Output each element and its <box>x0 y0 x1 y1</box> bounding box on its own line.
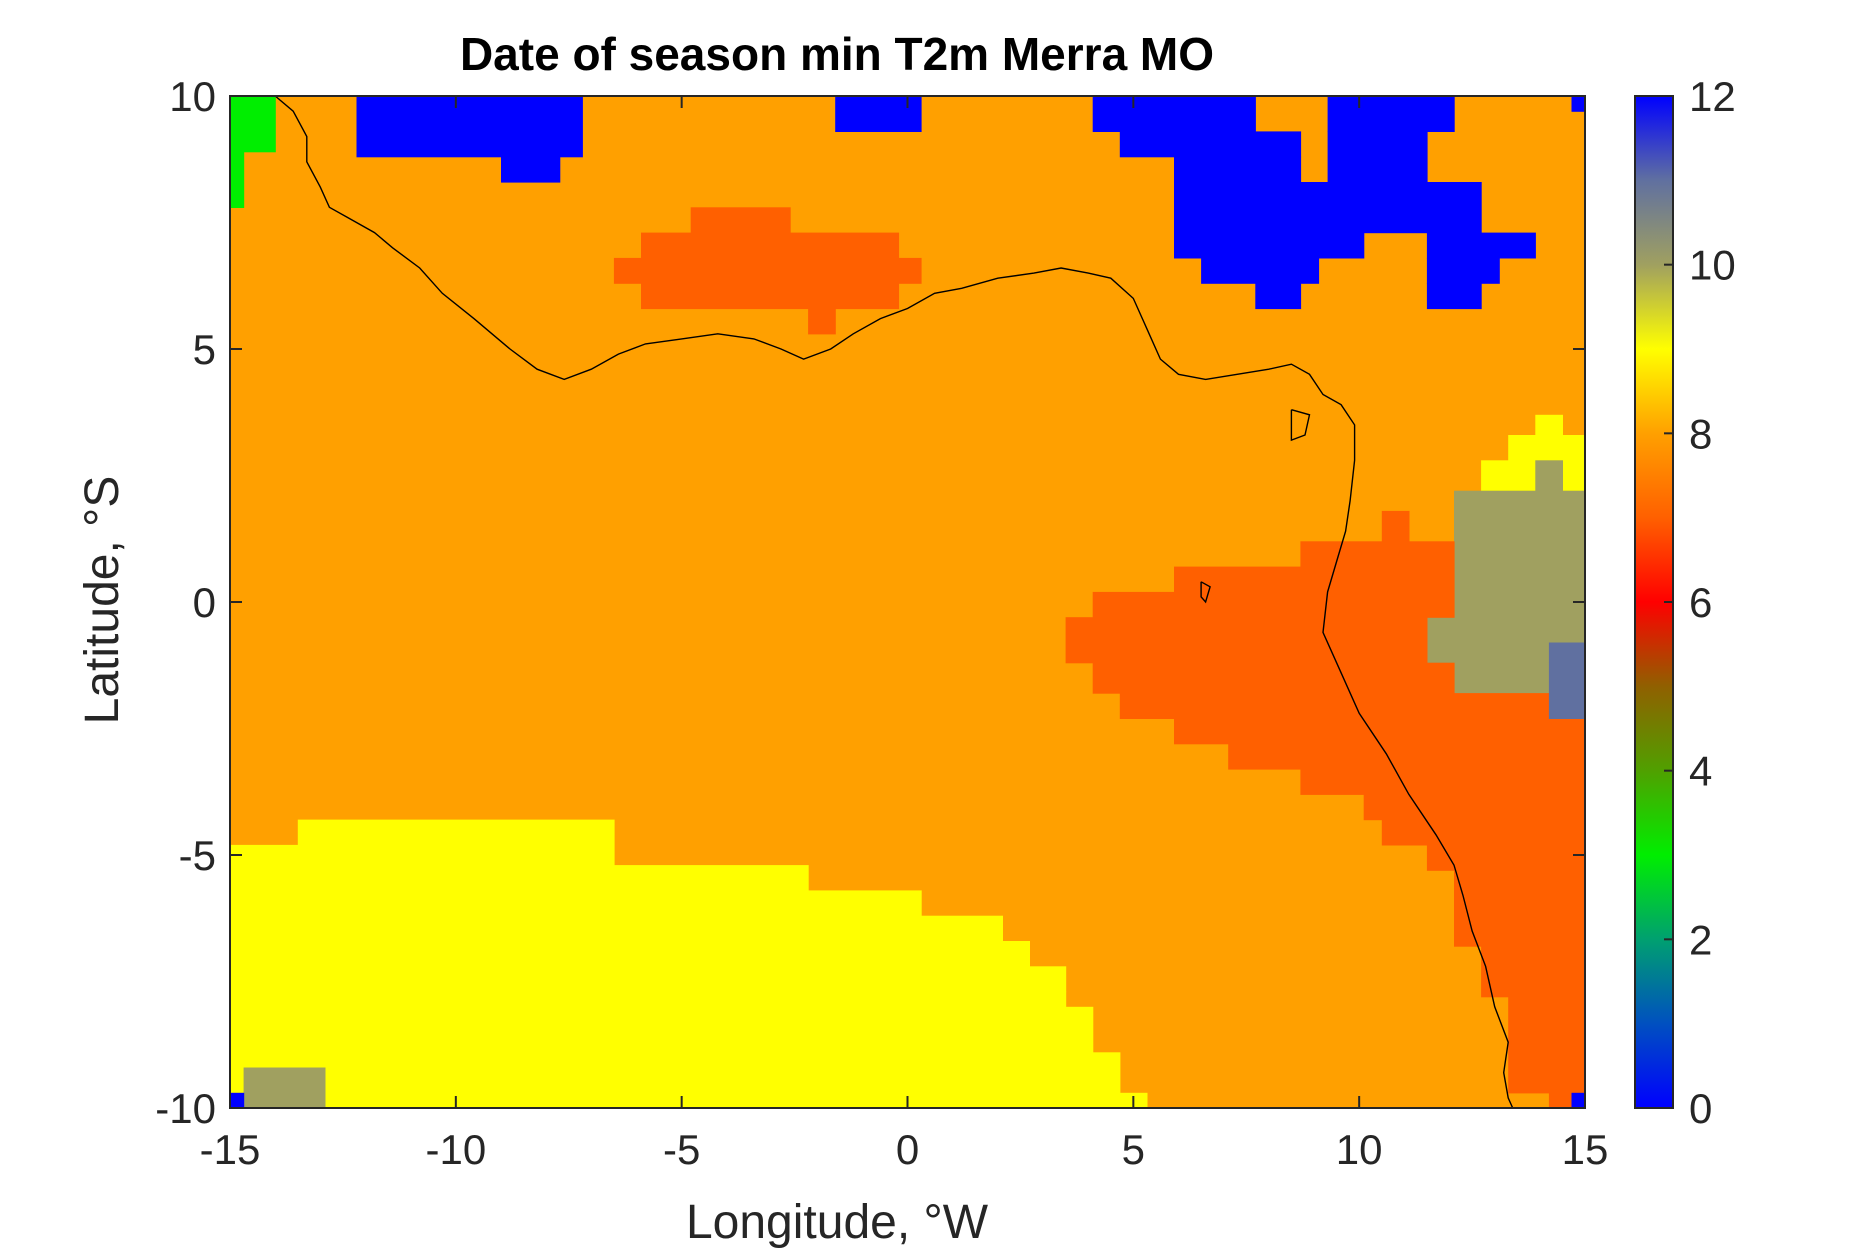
heatmap-cell <box>1363 794 1586 821</box>
y-axis-label: Latitude, °S <box>76 476 129 725</box>
heatmap-cell <box>1454 895 1586 947</box>
heatmap-cell <box>230 844 299 866</box>
heatmap-cell <box>613 257 922 284</box>
heatmap-cell <box>1381 819 1586 846</box>
x-tick-label: 0 <box>896 1126 919 1173</box>
x-tick-label: -15 <box>200 1126 261 1173</box>
heatmap-cell <box>1327 96 1455 132</box>
colorbar-tick-label: 0 <box>1689 1085 1712 1132</box>
colorbar-tick-label: 12 <box>1689 73 1736 120</box>
heatmap-cell <box>230 1006 1094 1053</box>
heatmap-cell <box>230 865 809 891</box>
heatmap-cell <box>1300 769 1586 795</box>
heatmap-cell <box>1481 460 1586 492</box>
heatmap-cell <box>230 1052 1121 1094</box>
heatmap-cell <box>1508 435 1586 461</box>
y-tick-label: -10 <box>155 1085 216 1132</box>
heatmap-cell <box>808 308 836 335</box>
colorbar-tick-label: 2 <box>1689 916 1712 963</box>
heatmap-cell <box>1535 460 1563 492</box>
heatmap-cell <box>690 207 791 234</box>
heatmap-cell <box>230 966 1067 993</box>
heatmap-cell <box>230 915 1003 942</box>
colorbar-tick-label: 8 <box>1689 410 1712 457</box>
heatmap-cell <box>1174 566 1302 618</box>
heatmap-cell <box>1119 693 1586 719</box>
y-tick-label: 10 <box>169 73 216 120</box>
heatmap-cell <box>230 1092 1148 1109</box>
heatmap-cell <box>1174 156 1302 183</box>
heatmap-cell <box>297 819 615 866</box>
heatmap-cell <box>230 991 1067 1008</box>
heatmap-cell <box>1454 870 1586 897</box>
heatmap-cell <box>230 96 276 153</box>
heatmap-cell <box>243 1067 326 1109</box>
coastline-segment <box>1200 581 1211 604</box>
colorbar-tick-label: 10 <box>1689 242 1736 289</box>
coastline-segment <box>1290 409 1311 442</box>
x-tick-label: 15 <box>1562 1126 1609 1173</box>
heatmap-cell <box>1119 131 1302 158</box>
heatmap-cell <box>1426 257 1500 284</box>
y-tick-label: 5 <box>193 326 216 373</box>
heatmap-cell <box>1174 718 1586 745</box>
heatmap-cell <box>1535 414 1563 436</box>
heatmap-cell <box>1548 642 1586 719</box>
heatmap-cell <box>1255 283 1302 310</box>
heatmap-cell <box>835 96 922 132</box>
y-tick-label: -5 <box>179 832 216 879</box>
heatmap-cell <box>230 1092 245 1109</box>
heatmap-cell <box>230 890 922 917</box>
heatmap-cell <box>230 941 1030 967</box>
heatmap-cell <box>1174 232 1365 259</box>
heatmap-cell <box>1092 662 1455 694</box>
heatmap-cell <box>1454 490 1586 618</box>
heatmap-cell <box>1571 1092 1586 1109</box>
coastline-segment <box>274 95 1514 1109</box>
heatmap-cell <box>1426 283 1482 310</box>
colorbar-tick-label: 6 <box>1689 579 1712 626</box>
heatmap-cell <box>1571 96 1586 112</box>
heatmap-cell <box>1092 591 1175 618</box>
heatmap-cell <box>1300 541 1455 618</box>
x-tick-label: -5 <box>663 1126 700 1173</box>
heatmap-cell <box>1381 510 1410 542</box>
heatmap-cell <box>1174 182 1482 234</box>
heatmap-cell <box>1481 946 1586 998</box>
heatmap-cell <box>1092 96 1256 132</box>
y-tick-label: 0 <box>193 579 216 626</box>
heatmap-cell <box>641 283 900 310</box>
x-tick-label: 5 <box>1122 1126 1145 1173</box>
x-tick-label: -10 <box>425 1126 486 1173</box>
heatmap-cell <box>641 232 900 259</box>
heatmap-cell <box>356 96 583 158</box>
colorbar: 0 2 4 6 8 10 12 <box>1634 73 1736 1132</box>
colorbar-tick-label: 4 <box>1689 748 1712 795</box>
heatmap-cell <box>1426 232 1536 259</box>
x-axis-label: Longitude, °W <box>686 1196 989 1249</box>
heatmap-cell <box>230 151 245 208</box>
coastline <box>274 95 1514 1109</box>
heatmap-cell <box>1327 131 1428 183</box>
heatmap-cell <box>1065 617 1428 664</box>
x-tick-label: 10 <box>1336 1126 1383 1173</box>
heatmap-cell <box>1228 743 1586 770</box>
heatmap-cell <box>1426 844 1586 871</box>
chart-title: Date of season min T2m Merra MO <box>460 28 1214 80</box>
heatmap-cell <box>1201 257 1320 284</box>
heatmap-cell <box>501 156 561 183</box>
heatmap-cell <box>1508 996 1586 1094</box>
